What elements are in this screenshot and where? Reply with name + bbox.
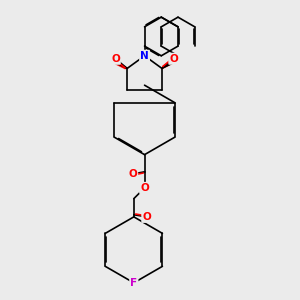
Text: O: O [140,183,149,193]
Text: O: O [142,212,151,222]
Text: O: O [128,169,137,179]
Text: O: O [169,54,178,64]
Text: F: F [130,278,137,288]
Text: O: O [111,54,120,64]
Text: N: N [140,51,149,61]
